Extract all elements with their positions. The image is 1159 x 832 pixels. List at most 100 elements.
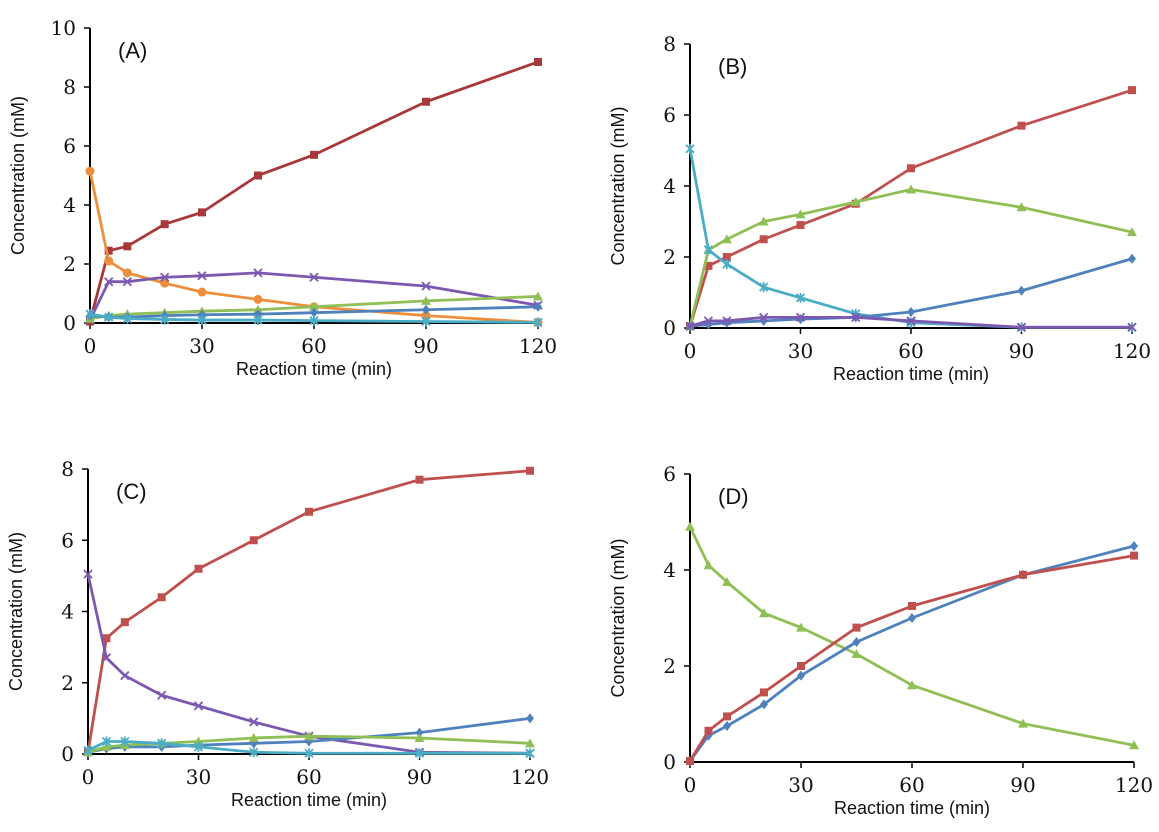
- series-line: [688, 148, 1132, 329]
- data-point: [160, 220, 169, 229]
- data-point: [534, 301, 542, 312]
- chart-panel-a: 0 30 60 90 120 0 2 4 6 8 10 Reaction time (min) Conc…: [0, 0, 580, 405]
- data-point: [310, 150, 318, 159]
- data-point: [851, 312, 861, 322]
- y-tick-label: 6: [61, 528, 74, 552]
- series-1: [685, 521, 1139, 750]
- data-point: [526, 466, 534, 475]
- x-tick-label: 60: [301, 334, 326, 358]
- x-tick-label: 60: [898, 339, 923, 363]
- data-point: [723, 712, 731, 721]
- x-tick-label: 0: [82, 765, 95, 789]
- data-point: [1016, 322, 1027, 332]
- data-point: [704, 726, 713, 735]
- x-axis-title: Reaction time (min): [834, 798, 990, 818]
- data-point: [253, 294, 263, 304]
- data-point: [120, 670, 130, 681]
- x-tick-label: 30: [189, 334, 214, 358]
- chart-b-svg: 0 30 60 90 120 0 2 4 6 8 Reaction time (min) Concen…: [608, 32, 1151, 384]
- data-point: [907, 307, 915, 318]
- data-point: [104, 312, 114, 323]
- panel-label: (B): [718, 54, 747, 79]
- data-point: [759, 282, 769, 293]
- data-point: [157, 738, 167, 749]
- data-point: [1127, 227, 1137, 237]
- data-point: [85, 166, 95, 176]
- series-3: [686, 551, 1138, 766]
- data-point: [1128, 86, 1136, 95]
- data-point: [83, 569, 93, 579]
- data-point: [197, 315, 207, 326]
- data-point: [415, 727, 424, 738]
- data-point: [533, 317, 543, 328]
- chart-c-svg: 0 30 60 90 120 0 2 4 6 8 Reaction time (min) Concen…: [6, 457, 549, 810]
- data-point: [197, 287, 207, 297]
- x-tick-label: 30: [186, 765, 211, 789]
- data-point: [795, 312, 806, 322]
- data-point: [1016, 202, 1027, 212]
- data-point: [249, 717, 259, 727]
- data-point: [722, 259, 732, 270]
- data-point: [525, 748, 535, 759]
- data-point: [760, 699, 768, 710]
- data-point: [534, 57, 542, 66]
- data-point: [310, 307, 318, 318]
- y-tick-label: 4: [63, 193, 76, 217]
- data-point: [160, 272, 170, 282]
- y-tick-label: 6: [63, 134, 76, 158]
- data-point: [254, 171, 262, 180]
- y-tick-label: 2: [663, 654, 676, 678]
- data-point: [906, 316, 916, 326]
- data-point: [104, 246, 113, 255]
- y-axis-title: Concentration (mM): [8, 96, 28, 255]
- series-line: [688, 544, 1135, 762]
- data-point: [85, 309, 95, 320]
- panel-label: (C): [116, 479, 147, 504]
- data-point: [1130, 541, 1138, 551]
- data-point: [1128, 253, 1136, 264]
- data-point: [797, 662, 805, 670]
- data-point: [193, 701, 204, 711]
- chart-panel-b: 0 30 60 90 120 0 2 4 6 8 Reaction time (min) Concen…: [580, 0, 1159, 420]
- x-tick-label: 0: [684, 773, 697, 797]
- series-1: [84, 466, 534, 757]
- series-line: [688, 88, 1133, 327]
- data-point: [1127, 322, 1137, 332]
- data-point: [304, 731, 314, 741]
- data-point: [797, 670, 805, 681]
- data-point: [907, 164, 915, 173]
- data-point: [422, 304, 430, 315]
- y-axis-title: Concentration (mM): [608, 106, 628, 265]
- y-tick-label: 8: [63, 75, 76, 99]
- data-point: [850, 196, 861, 206]
- data-point: [157, 593, 166, 602]
- x-tick-label: 30: [788, 339, 813, 363]
- data-point: [1129, 740, 1139, 750]
- data-point: [1017, 121, 1026, 130]
- data-point: [796, 622, 806, 632]
- data-point: [795, 292, 806, 303]
- data-point: [122, 313, 132, 324]
- series-6: [85, 309, 543, 328]
- data-point: [704, 730, 713, 741]
- y-tick-label: 4: [663, 558, 676, 582]
- x-tick-label: 120: [1115, 773, 1153, 797]
- data-point: [722, 577, 732, 586]
- data-point: [160, 278, 170, 288]
- x-tick-label: 90: [1010, 773, 1035, 797]
- y-tick-label: 2: [63, 252, 76, 276]
- series-line: [688, 526, 1135, 747]
- data-point: [908, 613, 916, 623]
- series-5: [685, 312, 1137, 332]
- data-point: [157, 690, 167, 700]
- data-point: [685, 521, 695, 531]
- data-point: [414, 732, 425, 742]
- data-point: [253, 268, 263, 278]
- x-tick-label: 120: [519, 334, 557, 358]
- series-line: [688, 188, 1133, 327]
- chart-panel-d: 0 30 60 90 120 0 2 4 6 Reaction time (min) Concent…: [580, 420, 1159, 832]
- data-point: [722, 316, 732, 326]
- data-point: [686, 757, 694, 766]
- data-point: [122, 268, 132, 278]
- data-point: [422, 97, 430, 106]
